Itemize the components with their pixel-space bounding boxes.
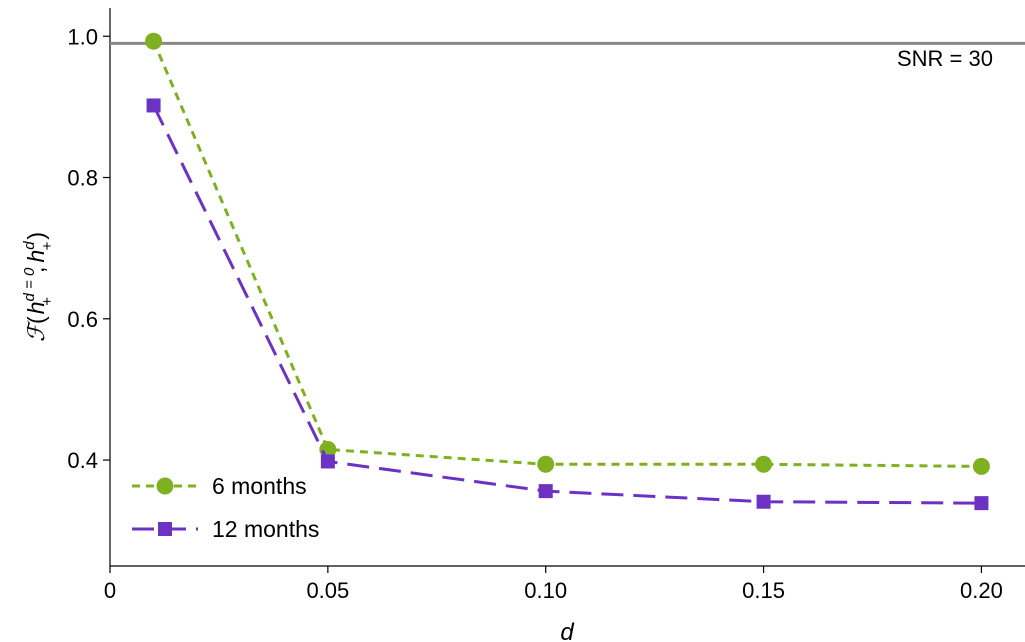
y-tick-label: 0.4 bbox=[67, 448, 98, 473]
y-label-h1: h bbox=[23, 301, 49, 314]
legend-marker-6-months bbox=[156, 477, 174, 495]
y-label-sub1: + bbox=[39, 297, 56, 306]
data-point-12-months bbox=[756, 494, 771, 509]
y-label-sub2: + bbox=[39, 241, 56, 250]
x-tick-label: 0.15 bbox=[742, 578, 785, 603]
reference-line-group: SNR = 30 bbox=[110, 41, 1025, 71]
y-tick-label: 1.0 bbox=[67, 24, 98, 49]
data-point-6-months bbox=[755, 455, 773, 473]
y-axis-label: ℱ(hd = 0+,hd+) bbox=[21, 232, 56, 342]
y-tick-label: 0.6 bbox=[67, 307, 98, 332]
data-point-12-months bbox=[538, 484, 553, 499]
data-point-12-months bbox=[320, 454, 335, 469]
y-label-sup2: d bbox=[21, 241, 38, 250]
y-label-close-paren: ) bbox=[23, 232, 49, 240]
data-point-6-months bbox=[972, 457, 990, 475]
data-point-6-months bbox=[145, 32, 163, 50]
y-label-open-paren: ( bbox=[23, 316, 49, 324]
y-label-h2: h bbox=[23, 250, 49, 263]
y-label-comma: , bbox=[23, 267, 49, 273]
data-point-6-months bbox=[537, 455, 555, 473]
series-line-6-months bbox=[152, 40, 982, 468]
x-tick-label: 0 bbox=[104, 578, 116, 603]
legend-label-12-months: 12 months bbox=[212, 516, 319, 542]
series-line-12-months bbox=[152, 104, 982, 505]
ticks: 0 0.05 0.10 0.15 0.20 0.4 0.6 0.8 1.0 bbox=[67, 24, 1002, 603]
y-label-functional: ℱ bbox=[24, 320, 50, 342]
legend-label-6-months: 6 months bbox=[212, 473, 307, 499]
snr-label: SNR = 30 bbox=[897, 46, 993, 71]
x-tick-label: 0.20 bbox=[960, 578, 1003, 603]
x-tick-label: 0.05 bbox=[306, 578, 349, 603]
x-tick-label: 0.10 bbox=[524, 578, 567, 603]
data-point-12-months bbox=[146, 98, 161, 113]
data-point-12-months bbox=[974, 496, 989, 511]
y-tick-label: 0.8 bbox=[67, 166, 98, 191]
legend-marker-12-months bbox=[158, 522, 172, 536]
legend: 6 months 12 months bbox=[132, 473, 319, 542]
x-axis-label: d bbox=[560, 619, 574, 642]
series-group bbox=[145, 32, 990, 511]
y-label-sup1: d = 0 bbox=[21, 267, 38, 301]
